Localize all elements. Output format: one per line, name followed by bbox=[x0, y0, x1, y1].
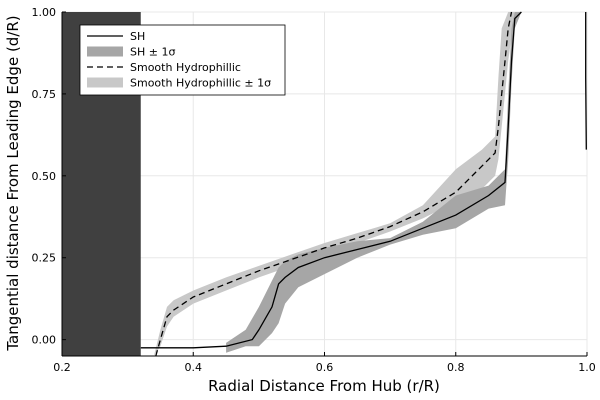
band-series-3 bbox=[153, 12, 515, 356]
x-axis-label: Radial Distance From Hub (r/R) bbox=[208, 377, 440, 395]
line-series-0 bbox=[140, 11, 522, 349]
x-tick-label-1: 0.4 bbox=[185, 361, 203, 374]
axes bbox=[61, 11, 588, 357]
lines-layer bbox=[140, 11, 587, 357]
x-tick-label-2: 0.6 bbox=[316, 361, 334, 374]
y-tick-label-2: 0.50 bbox=[32, 170, 57, 183]
legend-swatch-3 bbox=[87, 77, 123, 88]
legend-swatch-1 bbox=[87, 46, 123, 57]
y-axis-label: Tangential distance From Leading Edge (d… bbox=[4, 15, 22, 351]
x-tick-label-3: 0.8 bbox=[447, 361, 465, 374]
tick-labels: 0.2 0.4 0.6 0.8 1.0 0.00 0.25 0.50 0.75 1.00 bbox=[32, 6, 596, 374]
x-tick-label-4: 1.0 bbox=[578, 361, 596, 374]
line-series-4 bbox=[585, 12, 587, 150]
line-series-2 bbox=[155, 11, 513, 357]
legend-label-1: SH ± 1σ bbox=[130, 46, 175, 59]
x-tick-label-0: 0.2 bbox=[53, 361, 71, 374]
legend-label-3: Smooth Hydrophillic ± 1σ bbox=[130, 77, 271, 90]
y-tick-label-3: 0.75 bbox=[32, 88, 57, 101]
y-tick-label-0: 0.00 bbox=[32, 334, 57, 347]
legend: SH SH ± 1σ Smooth Hydrophillic Smooth Hydro… bbox=[79, 24, 286, 96]
legend-label-0: SH bbox=[130, 30, 145, 43]
y-tick-label-4: 1.00 bbox=[32, 6, 57, 19]
legend-label-2: Smooth Hydrophillic bbox=[130, 61, 241, 74]
y-tick-label-1: 0.25 bbox=[32, 252, 57, 265]
